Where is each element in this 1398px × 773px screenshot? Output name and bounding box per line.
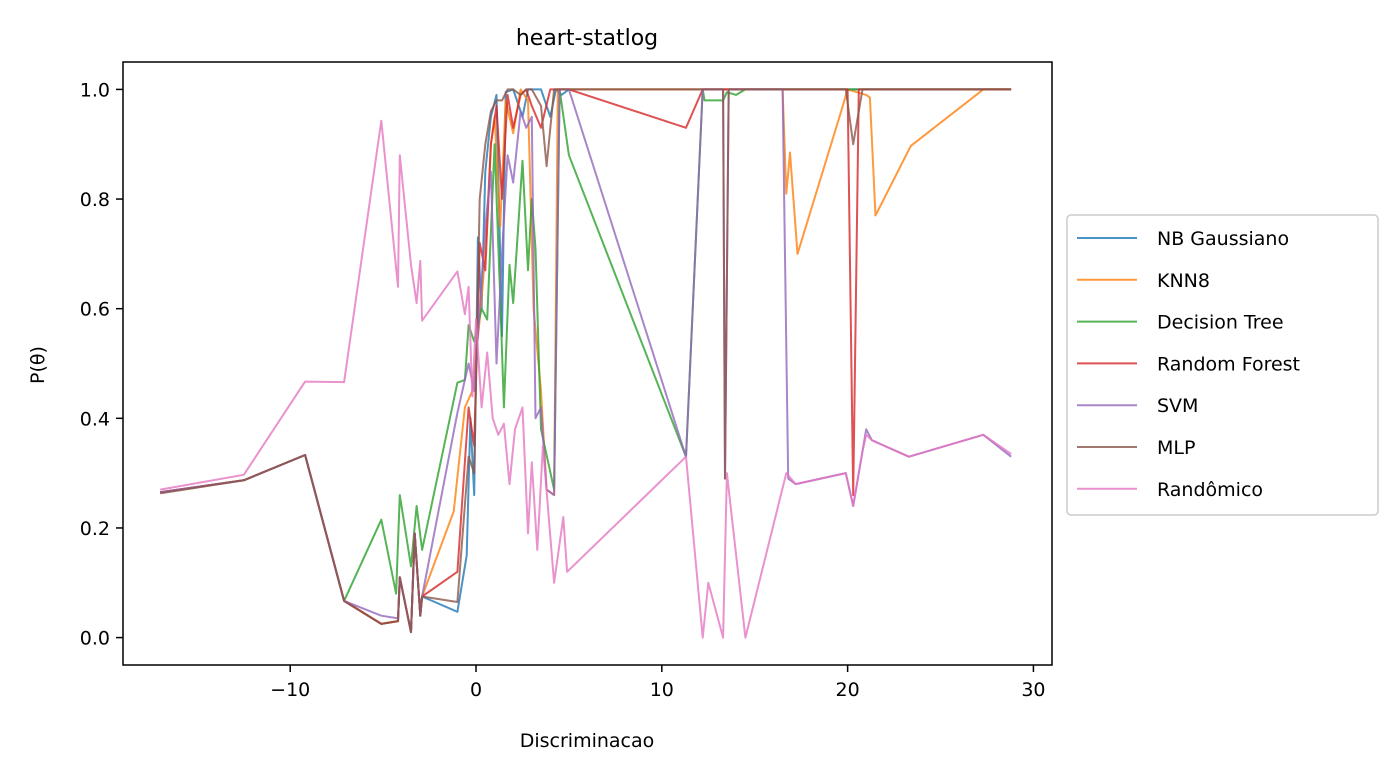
legend-frame xyxy=(1066,214,1379,516)
legend-label: KNN8 xyxy=(1157,270,1210,292)
legend: NB Gaussiano KNN8 Decision Tree Random Fore… xyxy=(1066,214,1379,516)
x-tick-label: 0 xyxy=(470,679,482,701)
legend-label: NB Gaussiano xyxy=(1157,228,1289,250)
y-tick-label: 0.8 xyxy=(80,189,110,211)
series-line-3 xyxy=(160,88,1012,602)
y-tick-label: 1.0 xyxy=(80,79,110,101)
series-line-1 xyxy=(160,88,1012,634)
series-line-7 xyxy=(160,119,1012,639)
x-axis-ticks: −10 0 10 20 30 xyxy=(270,665,1046,701)
series-line-4 xyxy=(160,88,1012,634)
x-tick-label: 10 xyxy=(650,679,674,701)
series-line-6 xyxy=(160,88,1012,634)
y-axis-ticks: 0.0 0.2 0.4 0.6 0.8 1.0 xyxy=(80,79,123,650)
x-tick-label: 20 xyxy=(836,679,860,701)
plot-area-frame xyxy=(122,61,1053,666)
legend-items: NB Gaussiano KNN8 Decision Tree Random Fore… xyxy=(1077,228,1300,501)
y-axis-label: P(θ) xyxy=(27,346,49,384)
y-tick-label: 0.0 xyxy=(80,628,110,650)
legend-label: Decision Tree xyxy=(1157,312,1284,334)
series-layer xyxy=(160,88,1012,639)
chart-title: heart-statlog xyxy=(516,26,658,51)
legend-label: Random Forest xyxy=(1157,353,1300,375)
series-line-2 xyxy=(160,88,1012,634)
x-tick-label: −10 xyxy=(270,679,310,701)
x-axis-label: Discriminacao xyxy=(520,730,655,752)
legend-label: Randômico xyxy=(1157,479,1263,501)
legend-label: SVM xyxy=(1157,395,1198,417)
y-tick-label: 0.6 xyxy=(80,299,110,321)
x-tick-label: 30 xyxy=(1021,679,1045,701)
y-tick-label: 0.2 xyxy=(80,518,110,540)
legend-label: MLP xyxy=(1157,437,1195,459)
series-line-5 xyxy=(160,88,1012,634)
y-tick-label: 0.4 xyxy=(80,408,110,430)
